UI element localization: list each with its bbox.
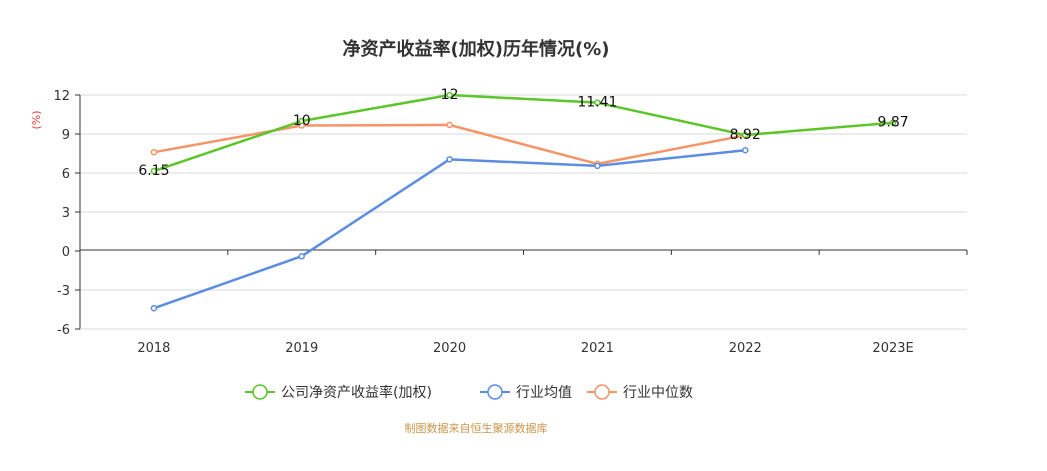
data-label: 6.15 <box>138 163 169 179</box>
legend-marker-icon <box>252 384 268 400</box>
data-point[interactable] <box>889 119 897 126</box>
y-tick-label: 3 <box>62 206 70 221</box>
data-labels: 6.15 10 12 11.41 8.92 9.87 <box>138 87 908 179</box>
data-label: 11.41 <box>577 95 617 111</box>
y-tick-label: 9 <box>62 128 70 143</box>
grid <box>80 94 967 330</box>
series <box>150 91 897 312</box>
x-tick-label: 2022 <box>729 341 762 356</box>
legend-item[interactable]: 行业中位数 <box>587 384 693 401</box>
x-tick-label: 2023E <box>872 341 913 356</box>
y-tick-label: 6 <box>62 167 70 182</box>
legend[interactable]: 公司净资产收益率(加权) 行业均值 行业中位数 <box>245 384 693 401</box>
x-tick-label: 2020 <box>433 341 466 356</box>
legend-item[interactable]: 行业均值 <box>480 384 572 401</box>
x-tick-label: 2019 <box>285 341 318 356</box>
series-line <box>153 93 894 173</box>
y-tick-label: 0 <box>62 245 70 260</box>
data-point[interactable] <box>742 131 749 139</box>
legend-label: 公司净资产收益率(加权) <box>281 384 432 401</box>
data-label: 9.87 <box>877 115 908 131</box>
y-tick-label: -6 <box>57 323 70 338</box>
source-note: 制图数据来自恒生聚源数据库 <box>405 421 548 435</box>
data-point[interactable] <box>298 252 305 260</box>
legend-label: 行业中位数 <box>623 385 693 401</box>
data-point[interactable] <box>594 162 601 170</box>
legend-marker-icon <box>487 384 503 400</box>
data-label: 12 <box>441 87 459 103</box>
data-point[interactable] <box>150 148 158 156</box>
legend-item[interactable]: 公司净资产收益率(加权) <box>245 384 432 401</box>
data-point[interactable] <box>742 147 749 154</box>
x-tick-label: 2018 <box>137 341 170 356</box>
series-line <box>153 149 746 310</box>
legend-marker-icon <box>594 384 610 400</box>
axes: 12 9 6 3 0 -3 -6 2018 2019 2020 2021 2022 2023E <box>53 89 968 356</box>
data-point[interactable] <box>446 156 453 163</box>
legend-label: 行业均值 <box>516 385 572 401</box>
y-tick-label: -3 <box>57 284 70 299</box>
data-point[interactable] <box>446 91 453 99</box>
data-point[interactable] <box>298 117 305 125</box>
y-axis-unit: (%) <box>30 110 43 129</box>
x-tick-label: 2021 <box>581 341 614 356</box>
y-tick-label: 12 <box>53 89 70 104</box>
chart-title: 净资产收益率(加权)历年情况(%) <box>343 38 610 60</box>
data-label: 8.92 <box>730 127 761 143</box>
data-point[interactable] <box>150 167 158 175</box>
data-point[interactable] <box>594 99 601 106</box>
data-label: 10 <box>293 113 311 129</box>
data-point[interactable] <box>150 304 158 312</box>
data-point[interactable] <box>446 121 453 129</box>
